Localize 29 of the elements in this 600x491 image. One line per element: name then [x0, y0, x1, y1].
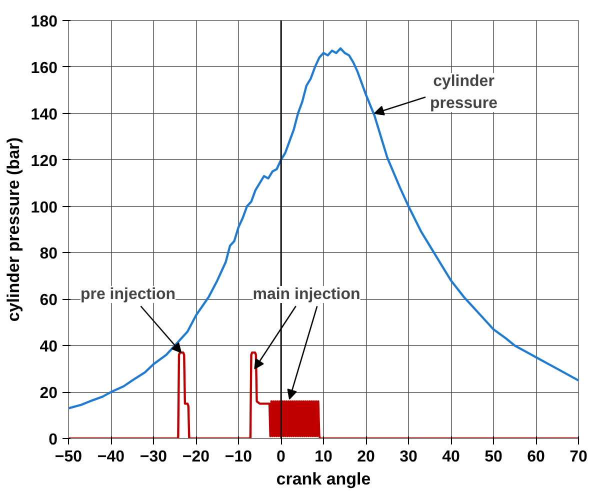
annotation: pre injection [80, 286, 176, 304]
x-tick-label: 30 [400, 448, 418, 466]
annotation: cylinder pressure [430, 72, 498, 112]
x-tick-label: −20 [182, 448, 210, 466]
x-tick-label: −50 [54, 448, 82, 466]
y-tick-label: 0 [48, 432, 58, 448]
x-tick-label: −30 [140, 448, 168, 466]
y-tick-label: 160 [30, 60, 58, 77]
y-tick-label: 180 [30, 14, 58, 30]
x-tick-label: −10 [224, 448, 252, 466]
x-tick-label: 10 [314, 448, 332, 466]
y-tick-label: 40 [40, 338, 58, 356]
x-tick-label: 70 [570, 448, 588, 466]
y-tick-label: 20 [40, 385, 58, 402]
x-tick-label: 0 [276, 448, 286, 466]
x-tick-label: 40 [442, 448, 460, 466]
annotation: main injection [252, 286, 360, 304]
y-tick-label: 60 [40, 292, 58, 310]
y-tick-label: 80 [40, 246, 58, 263]
y-tick-label: 140 [30, 106, 58, 124]
x-tick-label: 60 [527, 448, 545, 466]
line-series [68, 47, 578, 410]
y-tick-label: 120 [30, 152, 58, 170]
x-axis-title: crank angle [276, 470, 371, 488]
y-axis-title: cylinder pressure (bar) [4, 137, 23, 322]
x-tick-label: −40 [97, 448, 125, 466]
x-tick-label: 50 [484, 448, 502, 466]
y-tick-label: 100 [30, 199, 58, 216]
x-tick-label: 20 [357, 448, 375, 466]
